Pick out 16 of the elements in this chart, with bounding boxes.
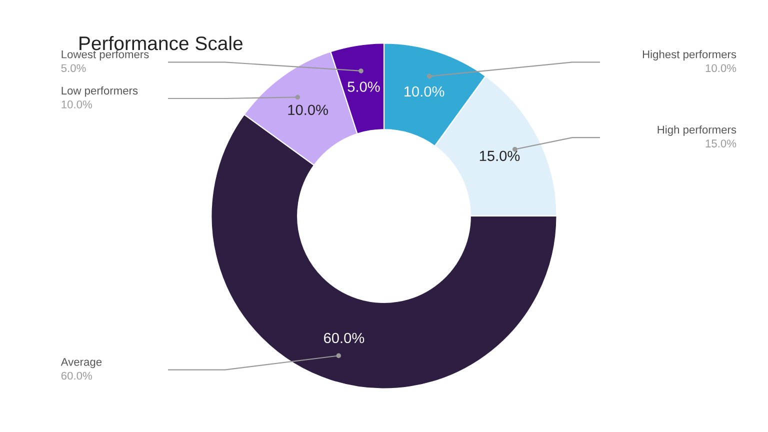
data-label: 5.0%: [348, 82, 380, 92]
chart-title: Performance Scale: [80, 36, 242, 50]
text: 15.0%: [706, 140, 736, 148]
slice-label: High performers: [658, 125, 736, 136]
slice-label: Average: [60, 358, 102, 368]
text: 5.0%: [61, 64, 86, 72]
slice-label: Highest performers: [642, 50, 736, 60]
text: 10.0%: [62, 100, 92, 108]
data-label: 10.0%: [288, 104, 328, 116]
text: 60.0%: [61, 372, 92, 380]
data-label: 60.0%: [324, 332, 364, 344]
data-label: 15.0%: [480, 150, 520, 162]
data-label: 10.0%: [404, 86, 444, 97]
slice-label: Lowest perfomers: [62, 50, 149, 60]
text: 10.0%: [706, 64, 736, 72]
slice-label: Low performers: [62, 86, 138, 97]
